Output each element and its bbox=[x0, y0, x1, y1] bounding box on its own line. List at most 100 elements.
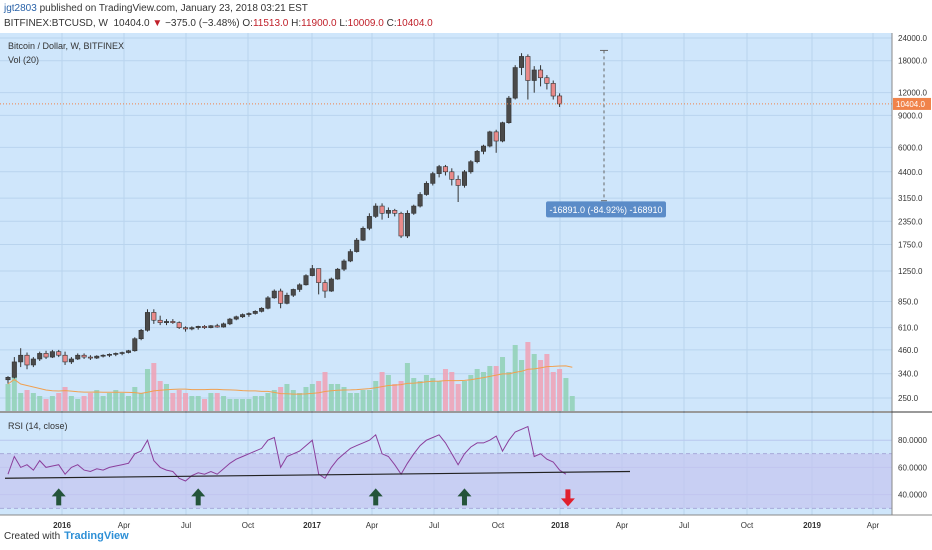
volume-bar bbox=[5, 384, 11, 411]
volume-bar bbox=[366, 390, 372, 411]
candle-body bbox=[442, 166, 448, 173]
publish-info: jgt2803 published on TradingView.com, Ja… bbox=[4, 3, 308, 14]
volume-bar bbox=[214, 393, 220, 411]
candlestick-series bbox=[5, 53, 563, 384]
candle-body bbox=[170, 321, 176, 323]
close-label: C: bbox=[386, 18, 397, 29]
author-link[interactable]: jgt2803 bbox=[4, 3, 37, 14]
price-tick-label: 4400.0 bbox=[898, 168, 923, 177]
time-tick-label: Jul bbox=[181, 521, 191, 530]
measure-tag: -16891.0 (-84.92%) -168910 bbox=[546, 201, 666, 218]
volume-bar bbox=[227, 399, 233, 411]
candle-body bbox=[290, 289, 296, 296]
volume-bar bbox=[512, 345, 518, 411]
up-arrow-icon bbox=[191, 488, 206, 506]
volume-bar bbox=[183, 393, 189, 411]
symbol-info: BITFINEX:BTCUSD, W 10404.0 ▼ −375.0 (−3.… bbox=[4, 18, 433, 29]
candle-body bbox=[138, 329, 144, 340]
volume-bar bbox=[11, 375, 17, 411]
candle-body bbox=[132, 338, 138, 352]
time-axis[interactable]: 2016 Apr Jul Oct 2017 Apr Jul Oct 2018 Apr Jul Oct 2… bbox=[53, 521, 879, 530]
volume-bar bbox=[423, 375, 429, 411]
candle-body bbox=[81, 354, 87, 358]
rsi-tick-label: 40.0000 bbox=[898, 491, 927, 500]
open-value: 11513.0 bbox=[252, 18, 289, 29]
volume-bar bbox=[18, 393, 24, 411]
candle-body bbox=[487, 131, 493, 147]
publish-text: published on TradingView.com, January 23… bbox=[39, 3, 308, 14]
volume-bar bbox=[417, 381, 423, 411]
volume-bar bbox=[170, 393, 176, 411]
up-arrow-icon bbox=[457, 488, 472, 506]
candle-body bbox=[176, 322, 182, 328]
high-label: H: bbox=[291, 18, 302, 29]
volume-bar bbox=[195, 396, 201, 411]
candle-body bbox=[214, 325, 220, 328]
candle-body bbox=[202, 326, 208, 328]
candle-body bbox=[278, 290, 284, 304]
rsi-line bbox=[7, 425, 567, 482]
volume-bar bbox=[56, 393, 62, 411]
time-tick-label: 2016 bbox=[53, 521, 71, 530]
candle-body bbox=[373, 205, 379, 217]
volume-bar bbox=[398, 381, 404, 411]
candle-body bbox=[30, 358, 36, 366]
last-price-tag-text: 10404.0 bbox=[896, 100, 925, 109]
volume-bar bbox=[392, 384, 398, 411]
candle-body bbox=[519, 56, 525, 68]
volume-bar bbox=[461, 381, 467, 411]
volume-bar bbox=[24, 390, 30, 411]
candle-body bbox=[455, 179, 461, 186]
candle-body bbox=[265, 297, 271, 309]
candle-body bbox=[62, 354, 68, 363]
candle-body bbox=[87, 356, 93, 359]
volume-bar bbox=[297, 393, 303, 411]
price-axis[interactable]: 250.0 340.0 460.0 610.0 850.0 1250.0 1750.0 235… bbox=[898, 34, 927, 403]
candle-body bbox=[474, 151, 480, 163]
chart-area[interactable]: Bitcoin / Dollar, W, BITFINEX Vol (20) R… bbox=[0, 33, 932, 550]
candle-body bbox=[354, 239, 360, 252]
volume-bar bbox=[328, 384, 334, 411]
candle-body bbox=[144, 312, 150, 331]
candle-body bbox=[303, 275, 309, 286]
volume-bar bbox=[335, 384, 341, 411]
volume-bar bbox=[208, 393, 214, 411]
price-tick-label: 1250.0 bbox=[898, 267, 923, 276]
created-with-text: Created with bbox=[4, 530, 61, 542]
last-price: 10404.0 bbox=[113, 18, 150, 29]
volume-bar bbox=[30, 393, 36, 411]
candle-body bbox=[404, 212, 410, 237]
volume-bar bbox=[278, 387, 284, 411]
price-tick-label: 1750.0 bbox=[898, 241, 923, 250]
volume-bar bbox=[62, 387, 68, 411]
volume-bar bbox=[189, 396, 195, 411]
candle-body bbox=[246, 313, 252, 315]
time-tick-label: Oct bbox=[492, 521, 505, 530]
candle-body bbox=[512, 67, 518, 99]
volume-bar bbox=[164, 384, 169, 411]
candle-body bbox=[468, 161, 474, 173]
candle-body bbox=[284, 294, 290, 304]
time-tick-label: Jul bbox=[679, 521, 689, 530]
candle-body bbox=[37, 353, 43, 360]
volume-bar bbox=[316, 381, 322, 411]
volume-bar bbox=[519, 360, 525, 411]
volume-bar bbox=[525, 342, 531, 411]
volume-bar bbox=[221, 396, 227, 411]
change-arrow-icon: ▼ bbox=[152, 18, 163, 29]
volume-bar bbox=[119, 393, 125, 411]
candle-body bbox=[75, 354, 81, 360]
volume-bar bbox=[550, 372, 556, 411]
up-arrow-icon bbox=[51, 488, 66, 506]
volume-bar bbox=[233, 399, 239, 411]
candle-body bbox=[411, 205, 417, 214]
candle-body bbox=[259, 307, 265, 312]
candle-body bbox=[417, 194, 423, 207]
price-tick-label: 2350.0 bbox=[898, 217, 923, 226]
measure-tag-bg bbox=[546, 201, 666, 218]
volume-bar bbox=[500, 357, 506, 411]
rsi-axis[interactable]: 40.0000 60.0000 80.0000 bbox=[898, 436, 927, 499]
tradingview-logo[interactable]: TradingView bbox=[64, 530, 129, 542]
candle-body bbox=[480, 145, 486, 152]
volume-bar bbox=[303, 387, 309, 411]
